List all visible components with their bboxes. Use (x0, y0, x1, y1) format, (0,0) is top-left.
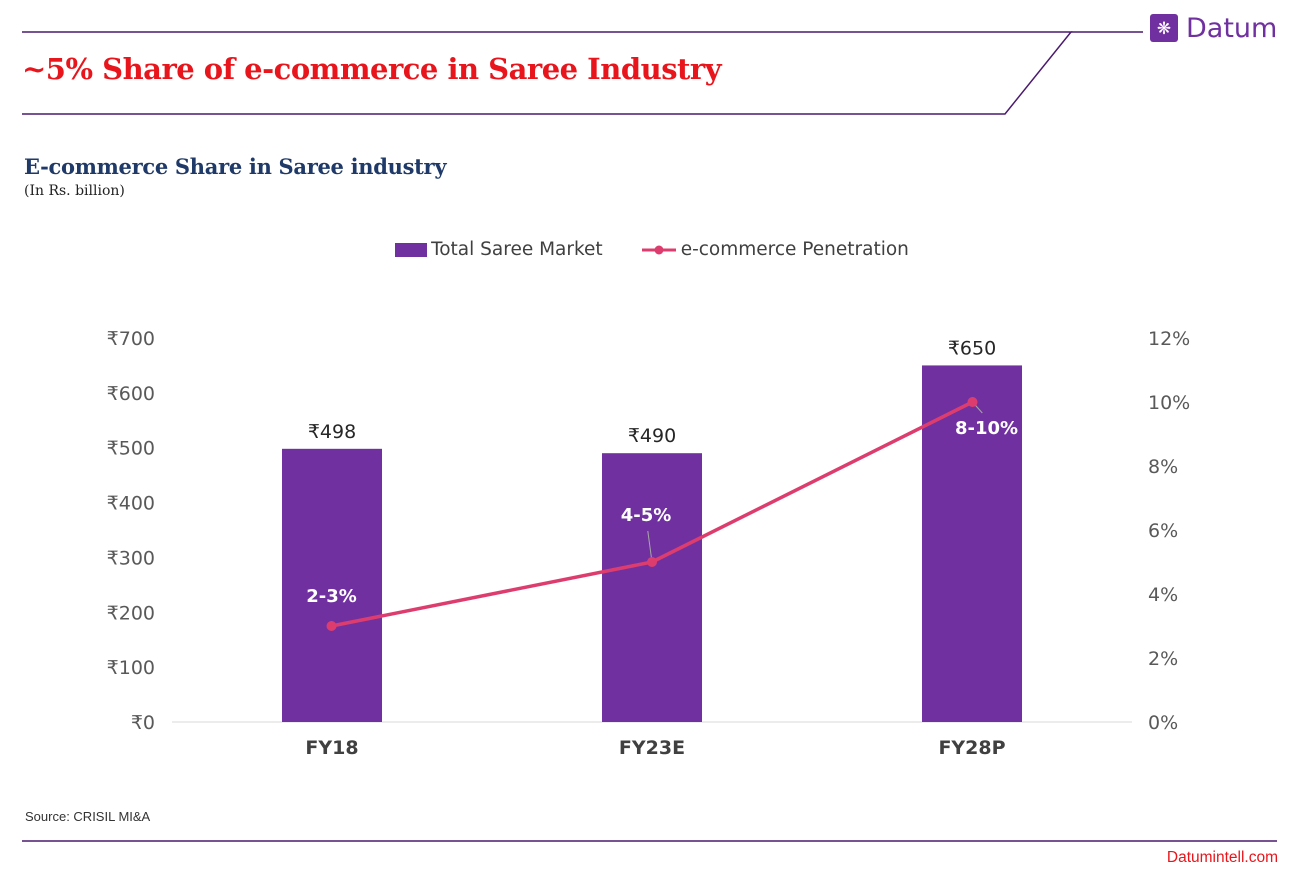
y-tick-label: ₹200 (107, 602, 155, 624)
brand-logo: ❋ Datum (1150, 14, 1277, 42)
x-tick-label: FY18 (305, 737, 358, 759)
y2-tick-label: 6% (1148, 520, 1178, 542)
bar (282, 448, 382, 722)
y2-tick-label: 10% (1148, 392, 1190, 414)
legend-item-bar: Total Saree Market (395, 239, 603, 260)
bar-value-label: ₹490 (628, 425, 676, 447)
y-tick-label: ₹500 (107, 438, 155, 460)
line-point (967, 397, 978, 407)
bar (922, 365, 1022, 722)
bar (602, 453, 702, 722)
source-note: Source: CRISIL MI&A (25, 809, 151, 824)
legend-line-swatch (641, 245, 676, 254)
bar-value-label: ₹498 (308, 421, 356, 443)
line-point (647, 557, 657, 567)
bar-value-label: ₹650 (948, 337, 996, 359)
y2-tick-label: 0% (1148, 712, 1178, 734)
x-tick-label: FY23E (619, 737, 685, 759)
line-value-label: 8-10% (955, 418, 1018, 439)
snowflake-icon: ❋ (1150, 14, 1178, 42)
y-tick-label: ₹600 (107, 383, 155, 405)
y2-tick-label: 4% (1148, 584, 1178, 606)
y-tick-label: ₹400 (107, 493, 155, 515)
legend-item-line: e-commerce Penetration (641, 239, 909, 260)
brand-name: Datum (1186, 12, 1278, 44)
y2-tick-label: 12% (1148, 328, 1190, 350)
x-tick-label: FY28P (938, 737, 1005, 759)
y-tick-label: ₹300 (107, 547, 155, 569)
y2-tick-label: 2% (1148, 648, 1178, 670)
y-tick-label: ₹0 (131, 712, 155, 734)
chart-legend: Total Saree Market e-commerce Penetratio… (0, 239, 1304, 260)
line-value-label: 2-3% (306, 586, 357, 607)
page-title: ~5% Share of e-commerce in Saree Industr… (22, 52, 722, 86)
chart-subtitle: (In Rs. billion) (24, 183, 125, 199)
y-tick-label: ₹100 (107, 657, 155, 679)
website-link[interactable]: Datumintell.com (1166, 849, 1278, 866)
legend-line-label: e-commerce Penetration (680, 239, 909, 260)
label-leader-line (647, 530, 653, 563)
y2-tick-label: 8% (1148, 456, 1178, 478)
chart-title: E-commerce Share in Saree industry (24, 154, 447, 179)
line-value-label: 4-5% (621, 505, 672, 526)
header-frame-line (22, 31, 1073, 115)
legend-bar-swatch (395, 242, 428, 257)
line-point (326, 621, 337, 631)
y-tick-label: ₹700 (107, 328, 155, 350)
legend-bar-label: Total Saree Market (431, 239, 603, 260)
